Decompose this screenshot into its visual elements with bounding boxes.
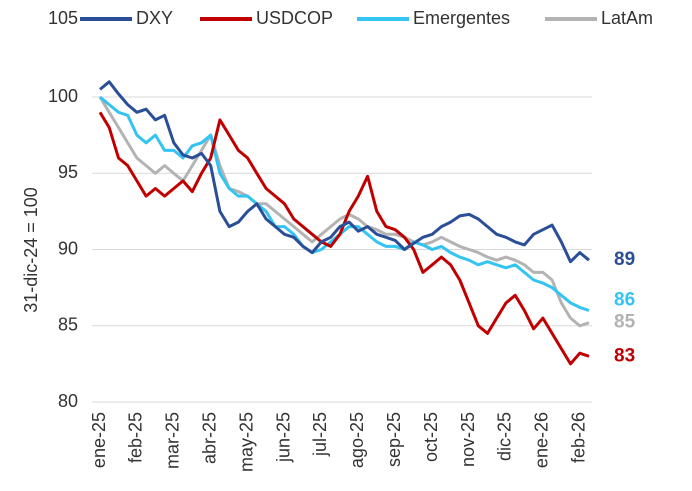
x-tick-label: jun-25 <box>273 412 293 463</box>
x-tick-label: oct-25 <box>421 412 441 462</box>
x-tick-label: dic-25 <box>495 412 515 461</box>
x-tick-label: ene-25 <box>89 412 109 468</box>
y-tick-label: 95 <box>58 162 78 182</box>
end-label: 85 <box>614 312 636 333</box>
y-axis-label: 31-dic-24 = 100 <box>21 187 41 313</box>
x-tick-label: sep-25 <box>384 412 404 467</box>
x-tick-label: jul-25 <box>310 412 330 457</box>
end-label: 86 <box>614 290 635 311</box>
x-tick-label: mar-25 <box>163 412 183 469</box>
y-tick-label: 80 <box>58 391 78 411</box>
series-line <box>99 95 590 312</box>
x-tick-label: ago-25 <box>347 412 367 468</box>
x-tick-label: may-25 <box>236 412 256 472</box>
series-line <box>98 96 590 328</box>
legend-label: Emergentes <box>413 8 510 28</box>
x-tick-label: ene-26 <box>532 412 552 468</box>
x-tick-label: feb-26 <box>569 412 589 463</box>
y-tick-label: 105 <box>48 8 78 28</box>
x-tick-label: nov-25 <box>458 412 478 467</box>
end-label: 89 <box>614 249 635 270</box>
y-tick-label: 90 <box>58 238 78 258</box>
legend-label: USDCOP <box>256 8 333 28</box>
legend-label: DXY <box>136 8 173 28</box>
legend-label: LatAm <box>601 8 653 28</box>
y-tick-label: 100 <box>48 86 78 106</box>
y-tick-label: 85 <box>58 315 78 335</box>
x-tick-label: feb-25 <box>126 412 146 463</box>
end-label: 83 <box>614 345 635 366</box>
x-tick-label: abr-25 <box>199 412 219 464</box>
series-line <box>99 80 590 264</box>
